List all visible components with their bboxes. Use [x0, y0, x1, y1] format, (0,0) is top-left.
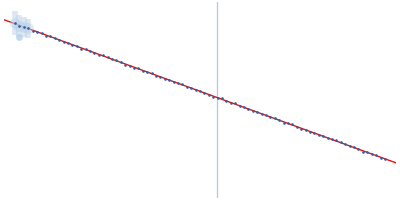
- Point: [258, 113, 265, 116]
- Point: [30, 29, 36, 32]
- Point: [91, 51, 98, 54]
- Point: [289, 123, 296, 126]
- Point: [162, 78, 168, 81]
- Point: [153, 74, 159, 78]
- Point: [21, 25, 27, 29]
- Point: [368, 152, 375, 155]
- Point: [250, 109, 256, 112]
- Point: [197, 89, 203, 93]
- Point: [74, 45, 80, 48]
- Point: [104, 56, 111, 59]
- Point: [188, 86, 194, 89]
- Point: [280, 121, 287, 124]
- Point: [302, 129, 309, 132]
- Point: [241, 106, 247, 109]
- Point: [16, 24, 23, 27]
- Point: [285, 122, 291, 125]
- Point: [210, 95, 216, 98]
- Point: [87, 49, 93, 53]
- Point: [109, 58, 115, 61]
- Point: [78, 47, 84, 50]
- Point: [377, 156, 384, 159]
- Point: [307, 130, 313, 134]
- Point: [38, 32, 45, 35]
- Point: [100, 54, 106, 57]
- Point: [34, 30, 40, 33]
- Point: [267, 115, 274, 119]
- Point: [175, 81, 181, 84]
- Point: [245, 107, 252, 110]
- Point: [148, 72, 155, 75]
- Point: [122, 63, 128, 66]
- Point: [118, 61, 124, 64]
- Point: [131, 67, 137, 70]
- Point: [60, 40, 67, 43]
- Point: [179, 82, 186, 86]
- Point: [294, 125, 300, 128]
- Point: [382, 157, 388, 160]
- Point: [25, 27, 32, 30]
- Point: [52, 36, 58, 40]
- Point: [166, 79, 172, 82]
- Point: [82, 48, 89, 51]
- Point: [140, 69, 146, 72]
- Point: [298, 127, 304, 130]
- Point: [96, 53, 102, 57]
- Point: [329, 138, 335, 141]
- Point: [360, 150, 366, 153]
- Point: [65, 41, 71, 44]
- Point: [232, 102, 238, 105]
- Point: [342, 143, 348, 146]
- Point: [320, 134, 326, 137]
- Point: [157, 75, 164, 78]
- Point: [324, 136, 331, 140]
- Point: [144, 71, 150, 74]
- Point: [333, 139, 340, 142]
- Point: [263, 114, 269, 117]
- Point: [214, 96, 221, 99]
- Point: [192, 88, 199, 91]
- Point: [276, 119, 282, 122]
- Point: [223, 99, 230, 102]
- Point: [236, 104, 243, 107]
- Point: [355, 148, 362, 151]
- Point: [316, 134, 322, 137]
- Point: [56, 39, 62, 42]
- Point: [311, 132, 318, 135]
- Point: [351, 146, 357, 149]
- Point: [113, 58, 120, 61]
- Point: [272, 116, 278, 120]
- Point: [170, 81, 177, 84]
- Point: [206, 94, 212, 97]
- Point: [126, 64, 133, 67]
- Point: [135, 67, 142, 70]
- Point: [228, 101, 234, 104]
- Point: [69, 43, 76, 46]
- Point: [219, 97, 225, 100]
- Point: [346, 144, 353, 147]
- Point: [47, 35, 54, 38]
- Point: [201, 92, 208, 95]
- Point: [184, 85, 190, 88]
- Point: [254, 111, 260, 114]
- Point: [338, 140, 344, 144]
- Point: [12, 21, 18, 25]
- Point: [373, 154, 379, 157]
- Point: [43, 34, 49, 37]
- Point: [364, 150, 370, 154]
